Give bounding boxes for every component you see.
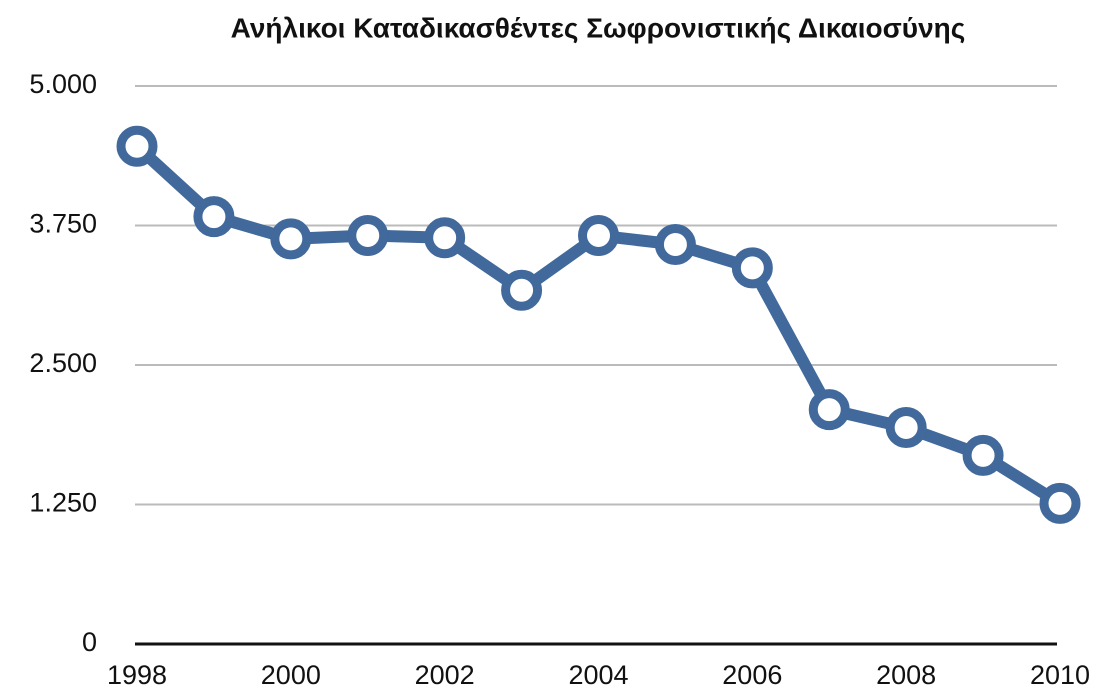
marker	[347, 215, 389, 257]
marker	[193, 196, 235, 238]
marker	[1039, 482, 1081, 524]
chart-title: Ανήλικοι Καταδικασθέντες Σωφρονιστικής Δ…	[231, 12, 966, 43]
y-tick-label: 5.000	[29, 69, 97, 99]
x-tick-label: 2008	[876, 660, 936, 690]
marker	[962, 434, 1004, 476]
marker	[501, 269, 543, 311]
marker	[424, 217, 466, 259]
line	[132, 141, 1064, 509]
marker	[808, 389, 850, 431]
marker	[885, 406, 927, 448]
marker	[116, 125, 158, 167]
y-tick-label: 0	[82, 627, 97, 657]
x-tick-label: 2006	[722, 660, 782, 690]
x-tick-label: 2000	[261, 660, 321, 690]
marker	[654, 223, 696, 265]
marker	[270, 218, 312, 260]
x-tick-label: 1998	[107, 660, 167, 690]
y-tick-label: 2.500	[29, 348, 97, 378]
x-tick-label: 2004	[568, 660, 628, 690]
y-tick-label: 3.750	[29, 209, 97, 239]
marker	[578, 215, 619, 257]
marker	[731, 247, 773, 289]
x-tick-label: 2002	[415, 660, 475, 690]
y-tick-label: 1.250	[29, 488, 97, 518]
x-tick-label: 2010	[1030, 660, 1090, 690]
